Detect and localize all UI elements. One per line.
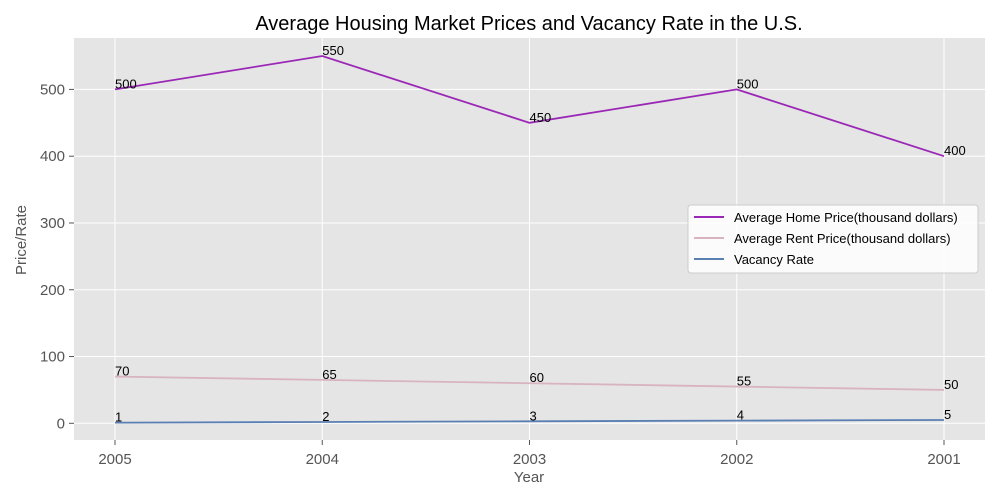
data-label: 4 — [737, 408, 744, 423]
data-label: 60 — [530, 370, 544, 385]
series-lines — [114, 55, 945, 424]
x-tick-label: 2001 — [927, 451, 960, 468]
legend-entry: Average Rent Price(thousand dollars) — [734, 231, 951, 246]
data-label: 55 — [737, 374, 751, 389]
series-line-0 — [114, 55, 945, 158]
x-axis-ticks: 2005 2004 2003 2002 2001 — [98, 440, 961, 468]
chart-title: Average Housing Market Prices and Vacanc… — [255, 13, 802, 35]
data-labels: 500 550 450 500 400 70 65 60 55 50 1 2 3 4 5 — [115, 43, 966, 425]
x-tick-label: 2004 — [306, 451, 339, 468]
x-tick-label: 2002 — [720, 451, 753, 468]
data-label: 70 — [115, 364, 129, 379]
data-label: 3 — [530, 408, 537, 423]
data-label: 2 — [322, 409, 329, 424]
y-tick-label: 200 — [40, 282, 65, 299]
legend-entry: Vacancy Rate — [734, 252, 814, 267]
y-tick-label: 500 — [40, 81, 65, 98]
y-axis-ticks: 0 100 200 300 400 500 — [40, 81, 74, 432]
legend-box — [687, 204, 979, 274]
data-label: 5 — [944, 407, 951, 422]
x-tick-label: 2005 — [98, 451, 131, 468]
y-tick-label: 0 — [57, 415, 65, 432]
data-label: 500 — [737, 76, 759, 91]
data-label: 1 — [115, 410, 122, 425]
x-axis-label: Year — [514, 469, 544, 486]
data-label: 550 — [322, 43, 344, 58]
data-label: 400 — [944, 143, 966, 158]
legend: Average Home Price(thousand dollars) Aver… — [687, 204, 979, 274]
y-tick-label: 400 — [40, 148, 65, 165]
y-axis-label: Price/Rate — [13, 205, 30, 275]
series-line-2 — [114, 419, 945, 424]
data-label: 50 — [944, 377, 958, 392]
data-label: 450 — [530, 110, 552, 125]
data-label: 65 — [322, 367, 336, 382]
series-line-1 — [114, 375, 945, 391]
y-tick-label: 100 — [40, 349, 65, 366]
y-tick-label: 300 — [40, 215, 65, 232]
legend-entry: Average Home Price(thousand dollars) — [734, 210, 958, 225]
data-label: 500 — [115, 76, 137, 91]
x-tick-label: 2003 — [513, 451, 546, 468]
